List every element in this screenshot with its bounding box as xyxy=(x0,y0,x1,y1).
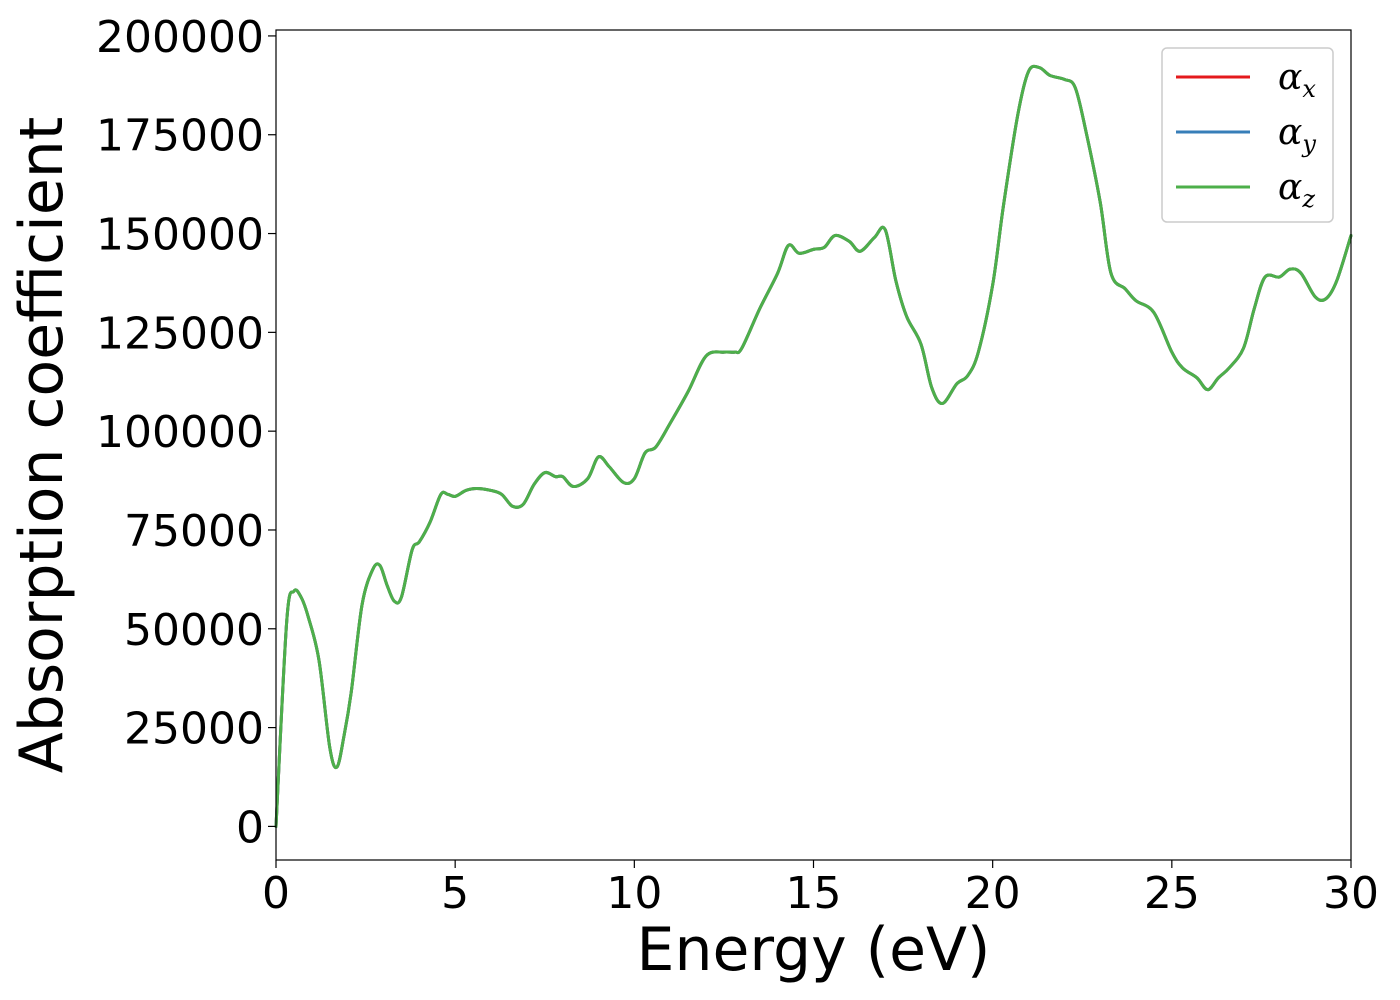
series-layer xyxy=(274,64,1353,828)
series-line-z xyxy=(274,64,1353,828)
y-tick-label: 0 xyxy=(236,802,264,853)
x-tick-label: 20 xyxy=(965,868,1021,919)
y-tick-label: 75000 xyxy=(124,506,264,557)
legend-label-x: αx xyxy=(1278,57,1316,103)
y-tick-label: 50000 xyxy=(124,605,264,656)
x-tick-label: 25 xyxy=(1144,868,1200,919)
x-axis-label: Energy (eV) xyxy=(637,915,991,985)
x-tick-label: 5 xyxy=(441,868,469,919)
y-axis-label: Absorption coefficient xyxy=(7,117,77,774)
legend-label-y: αy xyxy=(1278,112,1316,158)
legend: αx αy αz xyxy=(1161,47,1334,223)
x-tick-label: 10 xyxy=(606,868,662,919)
y-axis-ticks: 0 25000 50000 75000 100000 125000 150000 175000… xyxy=(96,12,276,853)
x-axis-ticks: 0 5 10 15 20 25 30 xyxy=(262,860,1379,919)
y-tick-label: 25000 xyxy=(124,704,264,755)
y-tick-label: 150000 xyxy=(96,210,264,261)
x-tick-label: 15 xyxy=(786,868,842,919)
y-tick-label: 200000 xyxy=(96,12,264,63)
y-tick-label: 175000 xyxy=(96,111,264,162)
x-tick-label: 30 xyxy=(1323,868,1379,919)
y-tick-label: 100000 xyxy=(96,407,264,458)
y-tick-label: 125000 xyxy=(96,308,264,359)
legend-box xyxy=(1161,47,1334,223)
legend-entries: αx αy αz xyxy=(1176,57,1316,213)
legend-label-z: αz xyxy=(1278,167,1315,213)
x-tick-label: 0 xyxy=(262,868,290,919)
